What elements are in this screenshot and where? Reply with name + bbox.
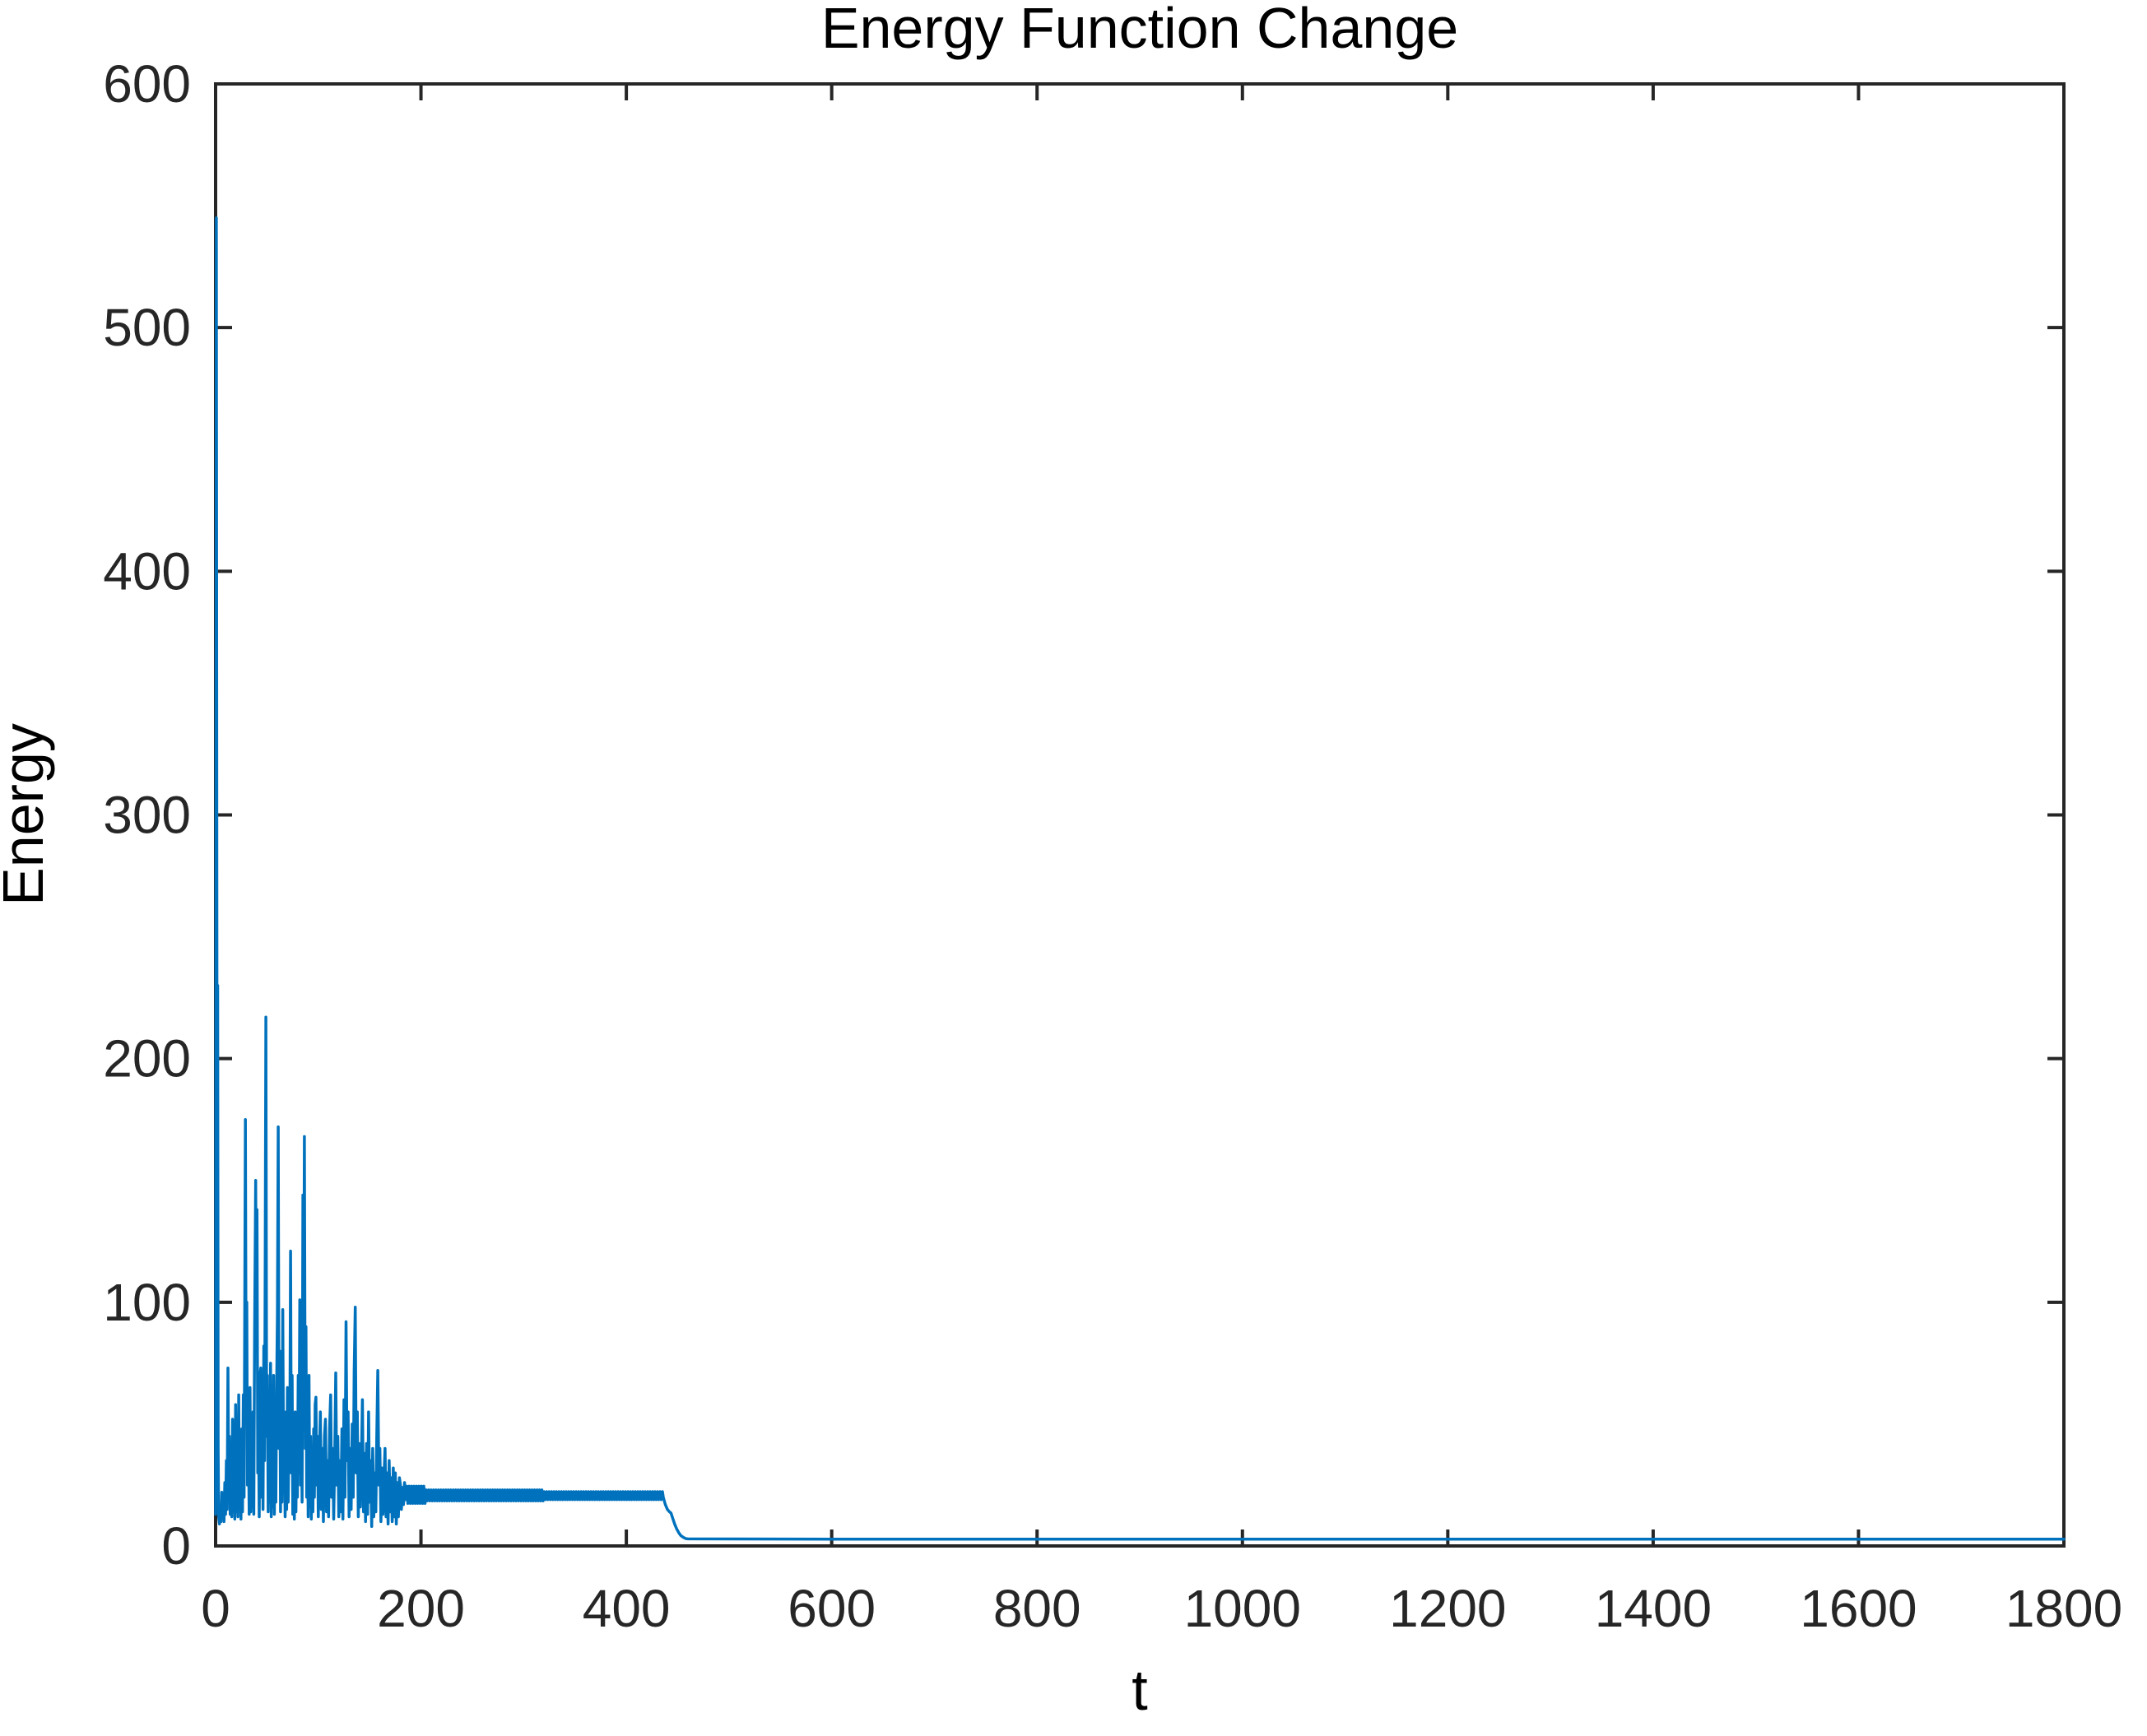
y-tick-label: 100 <box>103 1273 191 1332</box>
x-tick-label: 600 <box>788 1579 876 1638</box>
x-tick-label: 1600 <box>1800 1579 1917 1638</box>
y-tick-label: 500 <box>103 298 191 357</box>
axis-ticks <box>214 82 2066 1548</box>
y-tick-label: 600 <box>103 54 191 114</box>
x-tick-label: 1400 <box>1595 1579 1712 1638</box>
x-tick-label: 1000 <box>1184 1579 1301 1638</box>
y-tick-label: 400 <box>103 541 191 601</box>
x-tick-label: 1800 <box>2005 1579 2122 1638</box>
x-tick-label: 800 <box>993 1579 1081 1638</box>
y-tick-label: 0 <box>161 1516 191 1576</box>
x-tick-label: 200 <box>377 1579 465 1638</box>
y-tick-label: 300 <box>103 786 191 845</box>
x-axis-label: t <box>1132 1658 1147 1722</box>
chart-title: Energy Function Change <box>821 0 1458 60</box>
x-tick-label: 400 <box>583 1579 671 1638</box>
energy-series-line <box>214 216 2066 1541</box>
axis-tick-labels: 0 200 400 600 800 1000 1200 1400 1600 1800 0 100 200… <box>103 54 2122 1638</box>
plot-area-border <box>214 82 2066 1548</box>
y-axis-label: Energy <box>0 723 55 906</box>
y-tick-label: 200 <box>103 1029 191 1088</box>
x-tick-label: 1200 <box>1389 1579 1506 1638</box>
x-tick-label: 0 <box>201 1579 230 1638</box>
